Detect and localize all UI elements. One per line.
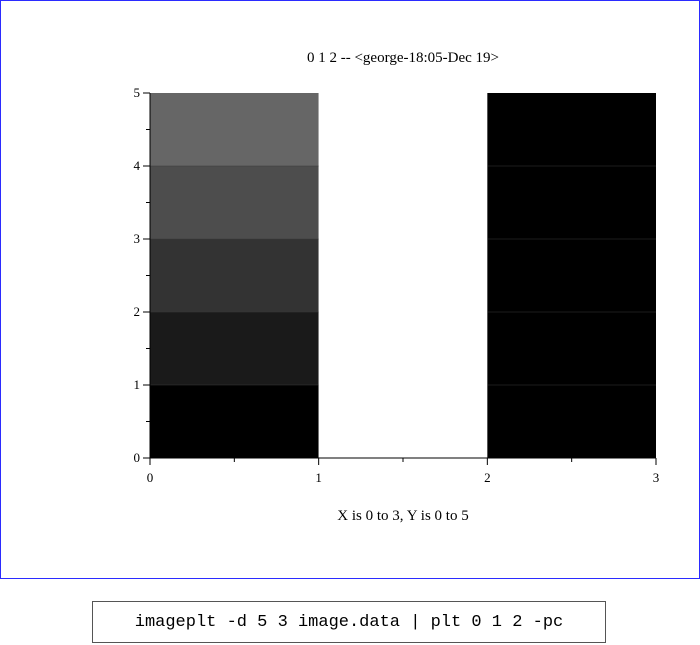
y-tick-label: 1 — [134, 377, 141, 392]
x-tick-label: 0 — [147, 470, 154, 485]
heatmap-cell — [318, 239, 488, 312]
heatmap-cell — [487, 166, 656, 239]
heatmap-cell — [318, 166, 488, 239]
heatmap-cell — [318, 385, 488, 458]
heatmap-cell — [150, 166, 319, 239]
cells-layer — [150, 93, 656, 458]
y-tick-label: 0 — [134, 450, 141, 465]
y-tick-label: 4 — [134, 158, 141, 173]
y-tick-label: 2 — [134, 304, 141, 319]
heatmap-cell — [318, 93, 488, 166]
tick-labels-layer: 0 1 2 3 0 1 2 3 4 5 — [134, 85, 660, 485]
heatmap-cell — [487, 312, 656, 385]
heatmap-cell — [150, 385, 319, 458]
heatmap-cell — [150, 93, 319, 166]
heatmap-cell — [150, 239, 319, 312]
chart-title: 0 1 2 -- <george-18:05-Dec 19> — [306, 50, 499, 66]
heatmap-cell — [318, 312, 488, 385]
heatmap-cell — [487, 385, 656, 458]
heatmap-cell — [487, 93, 656, 166]
heatmap-cell — [487, 239, 656, 312]
heatmap-cell — [150, 312, 319, 385]
x-tick-label: 2 — [484, 470, 491, 485]
x-axis-label: X is 0 to 3, Y is 0 to 5 — [337, 508, 469, 524]
x-tick-label: 3 — [653, 470, 660, 485]
command-box: imageplt -d 5 3 image.data | plt 0 1 2 -… — [92, 601, 606, 643]
command-text: imageplt -d 5 3 image.data | plt 0 1 2 -… — [134, 612, 564, 632]
axes-layer — [143, 92, 657, 465]
chart-plot-area: 0 1 2 3 0 1 2 3 4 5 — [134, 85, 660, 485]
y-tick-label: 3 — [134, 231, 141, 246]
x-tick-label: 1 — [315, 470, 322, 485]
y-tick-label: 5 — [134, 85, 141, 100]
